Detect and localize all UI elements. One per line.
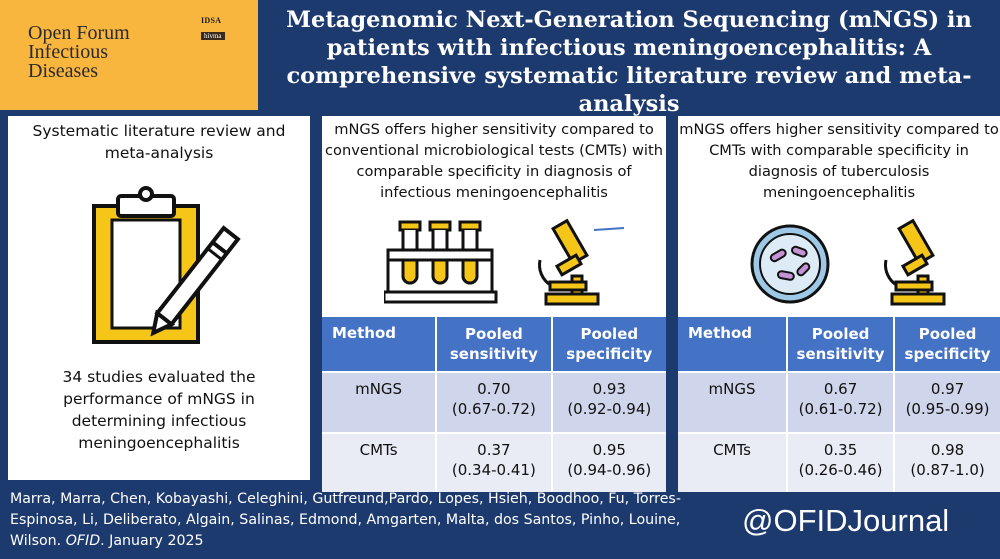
- sensitivity-cell: 0.35 (0.26-0.46): [786, 432, 895, 492]
- specificity-ci: (0.94-0.96): [567, 461, 652, 479]
- method-header: Method: [322, 317, 437, 372]
- petri-dish-icon: [750, 224, 830, 304]
- specificity-cell: 0.97 (0.95-0.99): [893, 371, 1000, 433]
- idsa-badge: IDSA: [201, 16, 222, 25]
- method-cell: mNGS: [322, 371, 437, 433]
- specificity-ci: (0.92-0.94): [567, 400, 652, 418]
- clipboard-pencil-icon: [92, 186, 241, 344]
- specificity-value: 0.98: [930, 441, 965, 459]
- journal-name: Open Forum Infectious Diseases: [28, 22, 130, 82]
- specificity-ci: (0.95-0.99): [905, 400, 990, 418]
- sensitivity-ci: (0.61-0.72): [798, 400, 883, 418]
- sensitivity-ci: (0.67-0.72): [451, 400, 536, 418]
- specificity-header: Pooled specificity: [550, 317, 666, 372]
- sensitivity-value: 0.37: [477, 441, 511, 459]
- hivma-badge: hivma: [201, 32, 225, 40]
- microscope-icon: [538, 218, 625, 306]
- page-title: Metagenomic Next-Generation Sequencing (…: [286, 7, 972, 117]
- sensitivity-cell: 0.67 (0.61-0.72): [786, 371, 895, 433]
- sensitivity-header: Pooled sensitivity: [435, 317, 552, 372]
- panel2-results-table: Method Pooled sensitivity Pooled specifi…: [322, 317, 666, 492]
- method-header: Method: [678, 317, 788, 372]
- specificity-value: 0.93: [592, 380, 626, 398]
- specificity-cell: 0.98 (0.87-1.0): [893, 432, 1000, 492]
- sensitivity-ci: (0.26-0.46): [798, 461, 883, 479]
- method-cell: mNGS: [678, 371, 788, 433]
- sensitivity-value: 0.67: [823, 380, 858, 398]
- table-row: CMTs 0.35 (0.26-0.46) 0.98 (0.87-1.0): [678, 432, 1000, 492]
- journal-abbrev: OFID: [65, 533, 101, 549]
- social-handle[interactable]: @OFIDJournal: [742, 503, 950, 538]
- sensitivity-cell: 0.37 (0.34-0.41): [435, 432, 552, 492]
- sensitivity-cell: 0.70 (0.67-0.72): [435, 371, 552, 433]
- specificity-header: Pooled specificity: [893, 317, 1000, 372]
- publication-date: . January 2025: [100, 533, 204, 549]
- test-tubes-icon: [384, 220, 498, 304]
- specificity-value: 0.97: [930, 380, 965, 398]
- sensitivity-value: 0.70: [477, 380, 511, 398]
- overview-heading: Systematic literature review and meta-an…: [32, 122, 286, 162]
- method-cell: CMTs: [678, 432, 788, 492]
- panel2-heading: mNGS offers higher sensitivity compared …: [325, 121, 663, 201]
- overview-panel: Systematic literature review and meta-an…: [8, 116, 310, 480]
- specificity-cell: 0.95 (0.94-0.96): [550, 432, 666, 492]
- society-badges: IDSA hivma: [201, 16, 225, 43]
- overview-summary: 34 studies evaluated the performance of …: [62, 368, 256, 452]
- panel3-heading: mNGS offers higher sensitivity compared …: [679, 121, 999, 201]
- sensitivity-value: 0.35: [823, 441, 858, 459]
- author-list: Marra, Marra, Chen, Kobayashi, Celeghini…: [10, 491, 681, 549]
- journal-logo: Open Forum Infectious Diseases IDSA hivm…: [0, 0, 258, 110]
- method-cell: CMTs: [322, 432, 437, 492]
- specificity-ci: (0.87-1.0): [910, 461, 985, 479]
- sensitivity-header: Pooled sensitivity: [786, 317, 895, 372]
- sensitivity-ci: (0.34-0.41): [451, 461, 536, 479]
- specificity-value: 0.95: [592, 441, 626, 459]
- author-credits: Marra, Marra, Chen, Kobayashi, Celeghini…: [10, 489, 710, 552]
- table-row: mNGS 0.70 (0.67-0.72) 0.93 (0.92-0.94): [322, 371, 666, 433]
- specificity-cell: 0.93 (0.92-0.94): [550, 371, 666, 433]
- table-row: CMTs 0.37 (0.34-0.41) 0.95 (0.94-0.96): [322, 432, 666, 492]
- table-row: mNGS 0.67 (0.61-0.72) 0.97 (0.95-0.99): [678, 371, 1000, 433]
- microscope-icon: [884, 218, 946, 306]
- tuberculosis-panel: mNGS offers higher sensitivity compared …: [678, 116, 1000, 492]
- meningoencephalitis-panel: mNGS offers higher sensitivity compared …: [322, 116, 666, 492]
- panel3-results-table: Method Pooled sensitivity Pooled specifi…: [678, 317, 1000, 492]
